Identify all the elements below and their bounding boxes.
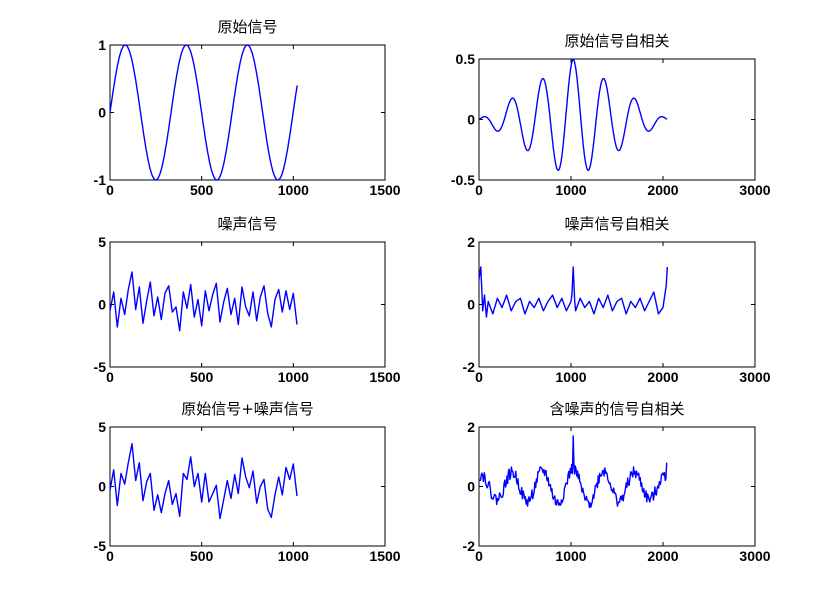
y-tick-label: 0 <box>467 297 475 313</box>
x-tick-label: 1500 <box>369 182 400 198</box>
x-tick-label: 1000 <box>278 369 309 385</box>
x-tick-label: 1000 <box>555 369 586 385</box>
y-tick-label: 5 <box>98 234 106 250</box>
y-tick-label: 0.5 <box>456 51 476 67</box>
y-tick-label: 0 <box>467 479 475 495</box>
series-line <box>109 271 298 332</box>
series-line <box>478 435 668 509</box>
x-tick-label: 500 <box>190 182 214 198</box>
x-tick-label: 0 <box>475 182 483 198</box>
x-tick-label: 1000 <box>278 182 309 198</box>
y-tick-label: -0.5 <box>451 172 475 188</box>
y-tick-label: -2 <box>463 538 476 554</box>
x-tick-label: 3000 <box>739 182 770 198</box>
y-tick-label: 2 <box>467 419 475 435</box>
axes-frame <box>109 426 386 547</box>
series-line <box>478 266 668 318</box>
x-tick-label: 0 <box>106 369 114 385</box>
y-tick-label: 5 <box>98 419 106 435</box>
x-tick-label: 2000 <box>647 182 678 198</box>
subplot-title: 原始信号+噪声信号 <box>181 400 314 418</box>
subplot-title: 含噪声的信号自相关 <box>549 400 684 418</box>
axes-frame <box>109 44 386 181</box>
y-tick-label: 2 <box>467 234 475 250</box>
x-tick-label: 0 <box>106 548 114 564</box>
x-tick-label: 1000 <box>555 548 586 564</box>
x-tick-label: 500 <box>190 548 214 564</box>
x-tick-label: 1500 <box>369 548 400 564</box>
subplot-title: 噪声信号自相关 <box>564 215 669 233</box>
y-tick-label: 1 <box>98 37 106 53</box>
axes-frame <box>109 241 386 368</box>
series-line <box>109 443 298 520</box>
y-tick-label: 0 <box>98 105 106 121</box>
y-tick-label: 0 <box>467 112 475 128</box>
x-tick-label: 3000 <box>739 369 770 385</box>
x-tick-label: 1000 <box>278 548 309 564</box>
series-line <box>109 44 299 181</box>
x-tick-label: 0 <box>475 548 483 564</box>
axes-frame <box>478 58 756 181</box>
x-tick-label: 1500 <box>369 369 400 385</box>
x-tick-label: 3000 <box>739 548 770 564</box>
y-tick-label: -5 <box>94 538 107 554</box>
y-tick-label: -2 <box>463 359 476 375</box>
axes-frame <box>478 241 756 368</box>
y-tick-label: -5 <box>94 359 107 375</box>
x-tick-label: 0 <box>475 369 483 385</box>
x-tick-label: 0 <box>106 182 114 198</box>
y-tick-label: 0 <box>98 479 106 495</box>
x-tick-label: 2000 <box>647 548 678 564</box>
x-tick-label: 2000 <box>647 369 678 385</box>
axes-frame <box>478 426 756 547</box>
series-line <box>478 58 668 171</box>
subplot-title: 原始信号自相关 <box>564 32 669 50</box>
y-tick-label: -1 <box>94 172 107 188</box>
y-tick-label: 0 <box>98 297 106 313</box>
x-tick-label: 500 <box>190 369 214 385</box>
subplot-title: 噪声信号 <box>217 215 277 233</box>
x-tick-label: 1000 <box>555 182 586 198</box>
subplot-title: 原始信号 <box>217 18 277 36</box>
